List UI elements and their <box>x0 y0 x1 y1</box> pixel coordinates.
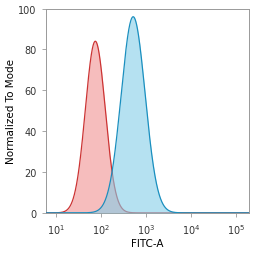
Y-axis label: Normalized To Mode: Normalized To Mode <box>6 59 15 164</box>
X-axis label: FITC-A: FITC-A <box>131 239 163 248</box>
